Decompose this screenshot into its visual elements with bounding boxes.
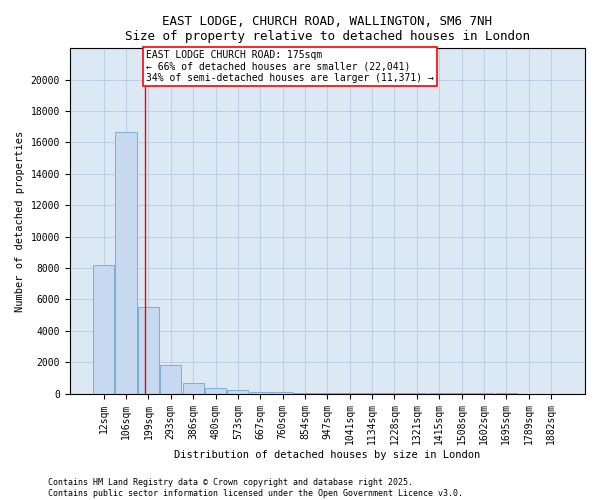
Bar bbox=[115, 132, 137, 394]
Bar bbox=[227, 390, 248, 394]
Bar bbox=[182, 384, 204, 394]
Bar bbox=[272, 392, 293, 394]
Title: EAST LODGE, CHURCH ROAD, WALLINGTON, SM6 7NH
Size of property relative to detach: EAST LODGE, CHURCH ROAD, WALLINGTON, SM6… bbox=[125, 15, 530, 43]
X-axis label: Distribution of detached houses by size in London: Distribution of detached houses by size … bbox=[174, 450, 481, 460]
Bar bbox=[205, 388, 226, 394]
Text: Contains HM Land Registry data © Crown copyright and database right 2025.
Contai: Contains HM Land Registry data © Crown c… bbox=[48, 478, 463, 498]
Y-axis label: Number of detached properties: Number of detached properties bbox=[15, 130, 25, 312]
Bar bbox=[250, 392, 271, 394]
Text: EAST LODGE CHURCH ROAD: 175sqm
← 66% of detached houses are smaller (22,041)
34%: EAST LODGE CHURCH ROAD: 175sqm ← 66% of … bbox=[146, 50, 434, 84]
Bar bbox=[138, 308, 159, 394]
Bar bbox=[317, 393, 338, 394]
Bar bbox=[160, 364, 181, 394]
Bar bbox=[93, 265, 115, 394]
Bar bbox=[295, 393, 316, 394]
